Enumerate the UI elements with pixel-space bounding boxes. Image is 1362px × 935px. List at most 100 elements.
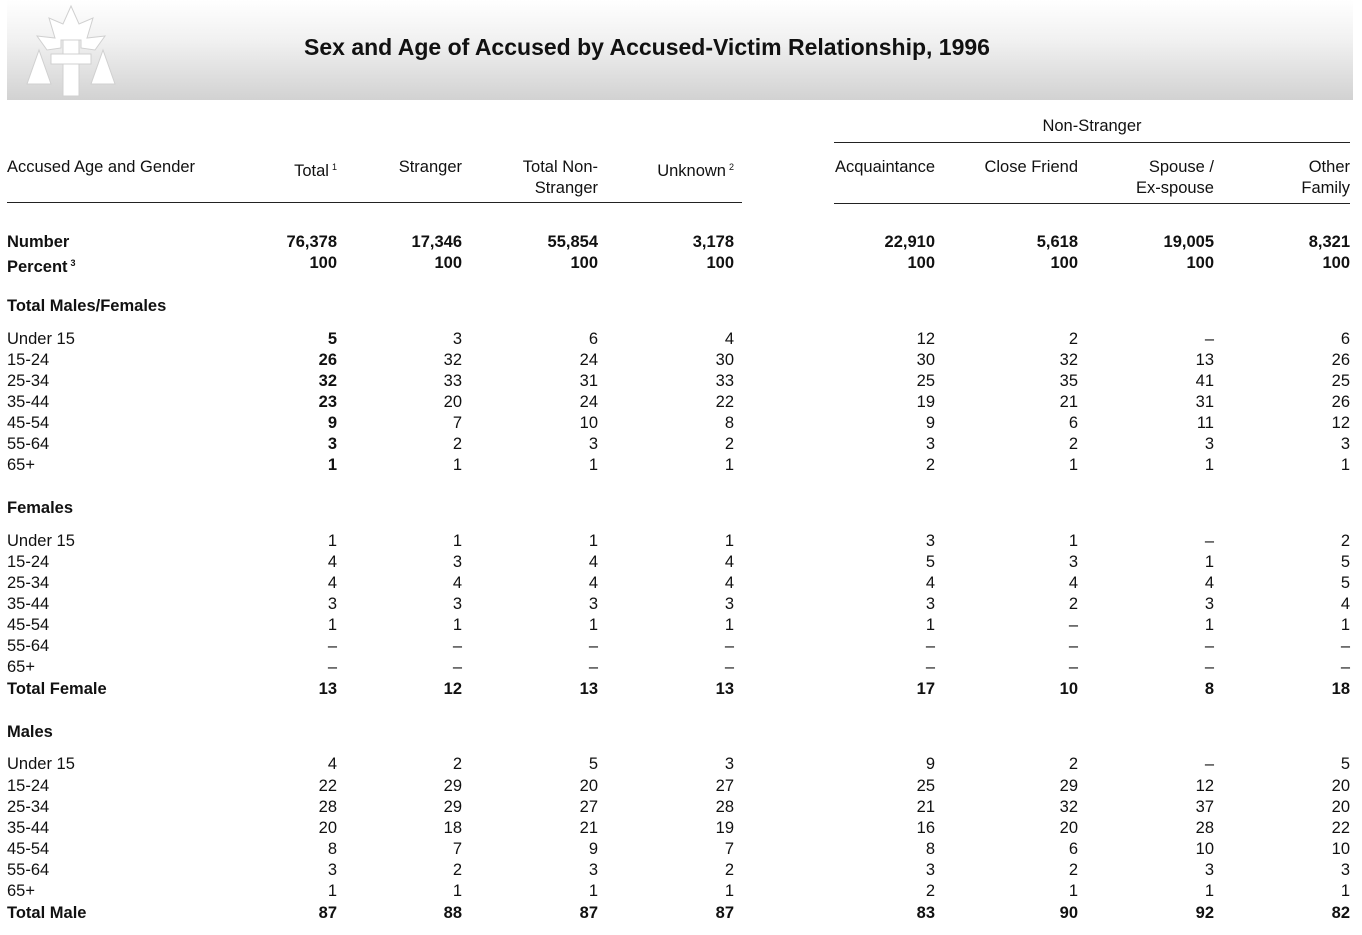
table-cell: 3,178 <box>692 233 734 251</box>
row-label: Number <box>7 232 267 253</box>
table-cell: 31 <box>1195 393 1214 411</box>
table-cell: 29 <box>443 777 462 795</box>
table-cell: 28 <box>715 798 734 816</box>
row-label: 25-34 <box>7 371 267 392</box>
table-cell: 1 <box>1340 456 1350 474</box>
row-label: Total Female <box>7 679 267 700</box>
table-cell: 33 <box>443 372 462 390</box>
table-cell: 1 <box>452 532 462 550</box>
table-cell: 2 <box>1068 595 1078 613</box>
row-label: 65+ <box>7 881 267 902</box>
table-cell: 21 <box>1059 393 1078 411</box>
table-cell: 10 <box>1059 680 1078 698</box>
table-cell: 9 <box>327 414 337 432</box>
table-cell: 8 <box>327 840 337 858</box>
table-cell: – <box>1204 532 1214 550</box>
table-cell: 20 <box>443 393 462 411</box>
table-cell: 100 <box>1186 254 1214 272</box>
row-label-header: Accused Age and Gender <box>7 158 196 176</box>
table-cell: 20 <box>1331 777 1350 795</box>
table-cell: 3 <box>327 435 337 453</box>
table-cell: – <box>724 637 734 655</box>
table-cell: 10 <box>579 414 598 432</box>
table-cell: 20 <box>579 777 598 795</box>
row-label: 55-64 <box>7 434 267 455</box>
group-header-rule <box>834 142 1350 143</box>
table-cell: 3 <box>1340 861 1350 879</box>
table-cell: 4 <box>724 574 734 592</box>
row-label: 45-54 <box>7 615 267 636</box>
row-label-text: 65+ <box>7 456 35 474</box>
table-cell: 30 <box>715 351 734 369</box>
row-label-text: Under 15 <box>7 755 75 773</box>
table-cell: 100 <box>1322 254 1350 272</box>
table-cell: 25 <box>1331 372 1350 390</box>
table-cell: 32 <box>1059 798 1078 816</box>
table-cell: 32 <box>318 372 337 390</box>
table-cell: 19 <box>715 819 734 837</box>
row-label: 45-54 <box>7 839 267 860</box>
table-cell: 83 <box>916 904 935 922</box>
table-cell: 26 <box>1331 393 1350 411</box>
table-cell: – <box>1204 755 1214 773</box>
row-label-text: Under 15 <box>7 532 75 550</box>
row-label: Under 15 <box>7 329 267 350</box>
table-cell: 4 <box>452 574 462 592</box>
table-cell: 18 <box>443 819 462 837</box>
table-cell: – <box>452 658 462 676</box>
table-cell: – <box>327 637 337 655</box>
table-cell: 88 <box>443 904 462 922</box>
table-cell: 5,618 <box>1036 233 1078 251</box>
table-cell: 1 <box>452 456 462 474</box>
row-label: 55-64 <box>7 860 267 881</box>
column-header-stranger: Stranger <box>302 157 462 178</box>
table-cell: 3 <box>925 532 935 550</box>
table-cell: 4 <box>925 574 935 592</box>
row-label: 15-24 <box>7 776 267 797</box>
table-cell: 3 <box>588 861 598 879</box>
footnote-marker: 2 <box>728 162 734 172</box>
table-cell: 10 <box>1331 840 1350 858</box>
row-label-text: 65+ <box>7 882 35 900</box>
table-cell: 19,005 <box>1163 233 1214 251</box>
row-label-text: 35-44 <box>7 393 50 411</box>
table-cell: – <box>588 637 598 655</box>
row-label-text: Females <box>7 499 74 517</box>
table-cell: 5 <box>1340 574 1350 592</box>
table-cell: 3 <box>1204 861 1214 879</box>
section-heading: Total Males/Females <box>7 296 267 317</box>
row-label-text: 15-24 <box>7 351 50 369</box>
table-cell: 7 <box>452 840 462 858</box>
table-cell: 1 <box>1340 616 1350 634</box>
table-cell: 31 <box>579 372 598 390</box>
row-label-text: 15-24 <box>7 777 50 795</box>
table-cell: 5 <box>327 330 337 348</box>
column-group-header: Non-Stranger <box>1042 117 1142 135</box>
row-label-text: Total Males/Females <box>7 297 167 315</box>
table-cell: 1 <box>925 616 935 634</box>
table-cell: 24 <box>579 351 598 369</box>
table-cell: – <box>327 658 337 676</box>
column-header-label: Unknown <box>657 162 726 180</box>
table-cell: 13 <box>579 680 598 698</box>
table-cell: 5 <box>588 755 598 773</box>
table-cell: 29 <box>443 798 462 816</box>
table-cell: 8 <box>1204 680 1214 698</box>
row-label-text: 55-64 <box>7 861 50 879</box>
table-cell: 87 <box>579 904 598 922</box>
row-label: Percent 3 <box>7 253 267 278</box>
table-cell: 1 <box>588 456 598 474</box>
table-cell: 1 <box>327 532 337 550</box>
table-cell: 1 <box>724 532 734 550</box>
row-label-text: Under 15 <box>7 330 75 348</box>
table-cell: 1 <box>588 616 598 634</box>
row-label: 65+ <box>7 657 267 678</box>
row-label-text: Total Male <box>7 904 87 922</box>
table-cell: 100 <box>570 254 598 272</box>
table-cell: 3 <box>925 435 935 453</box>
table-cell: 7 <box>452 414 462 432</box>
table-cell: 2 <box>724 435 734 453</box>
table-cell: 1 <box>1068 456 1078 474</box>
table-cell: 3 <box>925 595 935 613</box>
table-cell: 25 <box>916 372 935 390</box>
